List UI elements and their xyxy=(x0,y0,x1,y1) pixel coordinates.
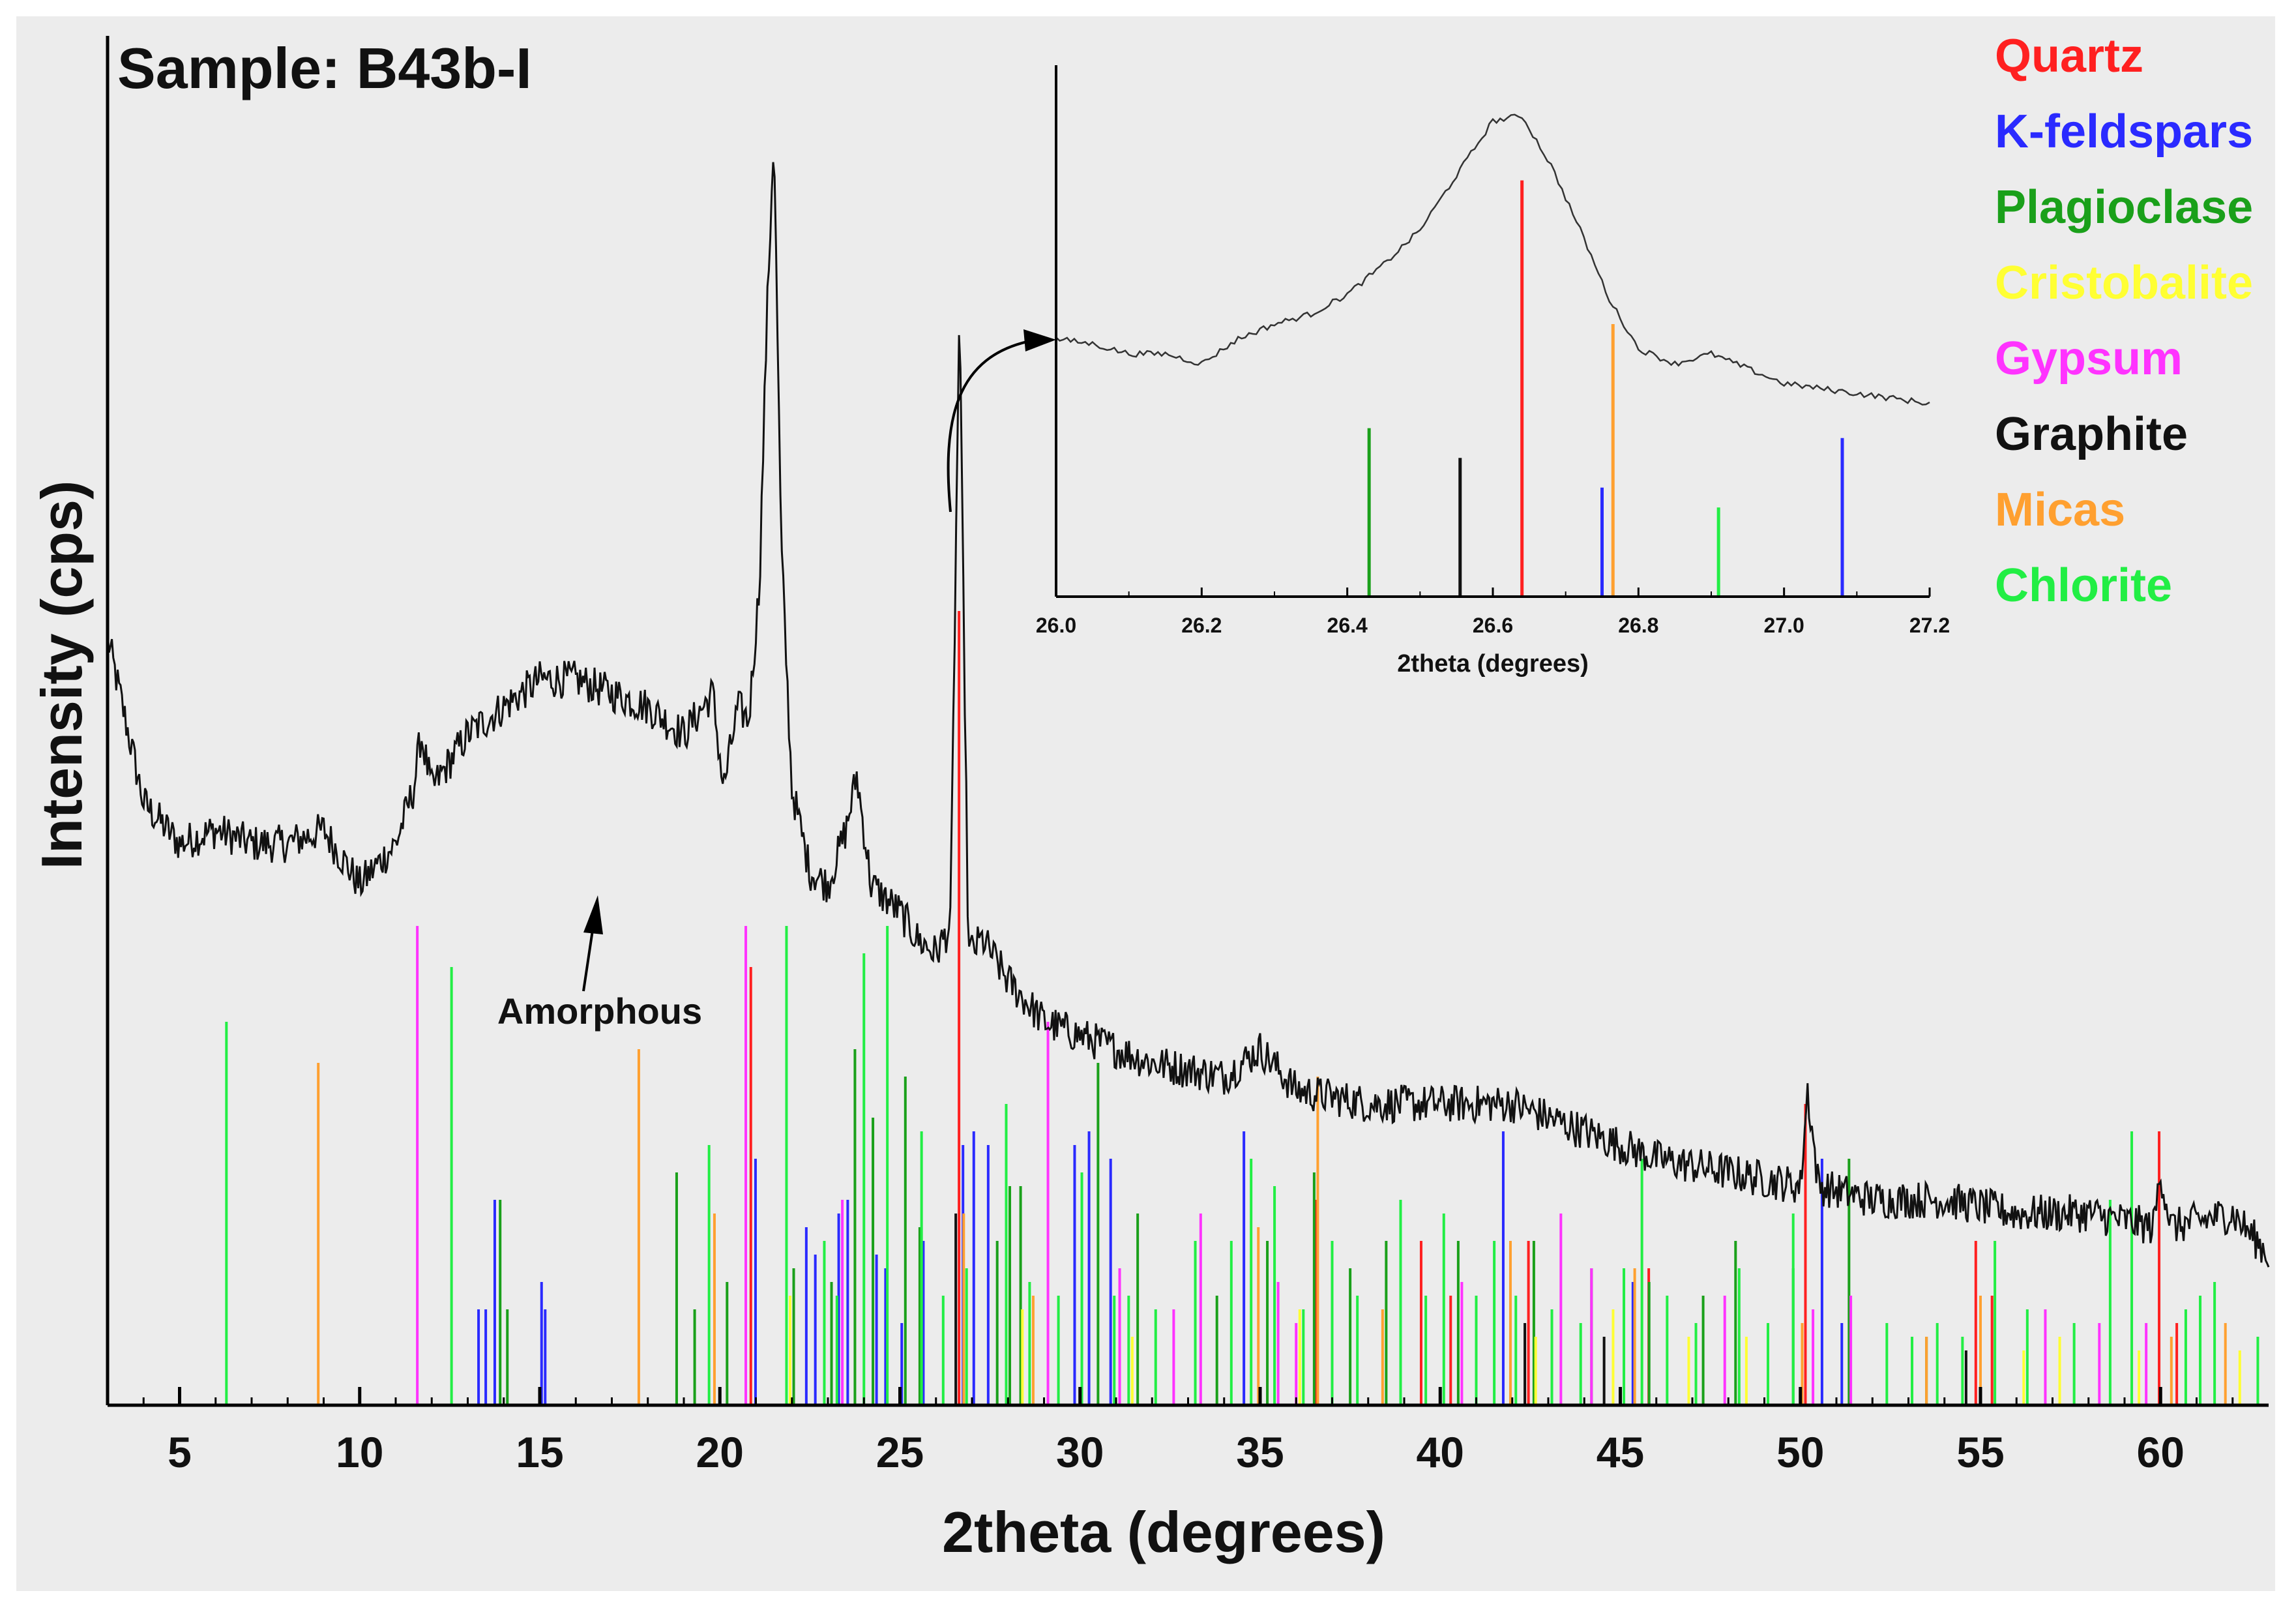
legend-item-chlorite: Chlorite xyxy=(1995,559,2172,612)
chart-area: 5 10 15 20 25 30 35 40 45 50 55 60 Sample: B43b-I 2… xyxy=(16,16,2275,1591)
x-tick-label-11: 60 xyxy=(2137,1428,2185,1476)
inset-x-tick-label-4: 26.8 xyxy=(1618,614,1658,637)
reference-lines-inset xyxy=(1367,180,1844,597)
x-tick-label-3: 20 xyxy=(696,1428,744,1476)
inset-x-tick-label-2: 26.4 xyxy=(1327,614,1368,637)
x-tick-label-10: 55 xyxy=(1956,1428,2004,1476)
inset-x-tick-label-1: 26.2 xyxy=(1181,614,1222,637)
inset-plot: 26.0 26.2 26.4 26.6 26.8 27.0 27.2 2theta (deg… xyxy=(1036,65,1950,677)
x-tick-label-2: 15 xyxy=(516,1428,563,1476)
inset-x-axis-label: 2theta (degrees) xyxy=(1397,650,1589,677)
x-tick-label-1: 10 xyxy=(336,1428,383,1476)
x-tick-label-8: 45 xyxy=(1597,1428,1644,1476)
inset-x-tick-label-6: 27.2 xyxy=(1909,614,1950,637)
legend-item-graphite: Graphite xyxy=(1995,408,2188,460)
amorphous-arrow-line xyxy=(582,925,595,992)
y-axis-label: Intensity (cps) xyxy=(29,481,94,870)
x-tick-label-4: 25 xyxy=(876,1428,924,1476)
inset-x-tick-label-5: 27.0 xyxy=(1764,614,1804,637)
legend-item-gypsum: Gypsum xyxy=(1995,333,2183,385)
legend-item-k-feldspars: K-feldspars xyxy=(1995,106,2253,158)
legend-item-quartz: Quartz xyxy=(1995,30,2143,82)
inset-pattern-line xyxy=(1055,113,1930,406)
x-axis-label: 2theta (degrees) xyxy=(942,1500,1385,1564)
x-tick-label-5: 30 xyxy=(1056,1428,1104,1476)
main-pattern-line xyxy=(106,162,2270,1268)
x-tick-label-9: 50 xyxy=(1776,1428,1824,1476)
reference-lines-main xyxy=(225,611,2259,1405)
zoom-connector-arrow xyxy=(947,339,1034,513)
x-tick-label-0: 5 xyxy=(168,1428,192,1476)
x-ticks: 5 10 15 20 25 30 35 40 45 50 55 60 xyxy=(142,1387,2234,1476)
legend: Quartz K-feldspars Plagioclase Cristobalite… xyxy=(1995,30,2253,612)
x-tick-label-6: 35 xyxy=(1236,1428,1284,1476)
inset-pattern xyxy=(1055,113,1930,406)
inset-x-tick-label-3: 26.6 xyxy=(1473,614,1513,637)
chart-title: Sample: B43b-I xyxy=(117,36,532,100)
inset-x-tick-label-0: 26.0 xyxy=(1036,614,1076,637)
amorphous-annotation: Amorphous xyxy=(497,990,702,1032)
zoom-connector-arrowhead xyxy=(1023,329,1056,351)
xrd-chart: 5 10 15 20 25 30 35 40 45 50 55 60 Sample: B43b-I 2… xyxy=(29,30,2270,1564)
inset-x-ticks: 26.0 26.2 26.4 26.6 26.8 27.0 27.2 xyxy=(1036,588,1950,637)
legend-item-plagioclase: Plagioclase xyxy=(1995,181,2253,233)
main-pattern xyxy=(106,162,2270,1268)
x-tick-label-7: 40 xyxy=(1417,1428,1464,1476)
amorphous-arrow-head xyxy=(583,895,603,934)
legend-item-cristobalite: Cristobalite xyxy=(1995,257,2253,309)
legend-item-micas: Micas xyxy=(1995,484,2125,536)
